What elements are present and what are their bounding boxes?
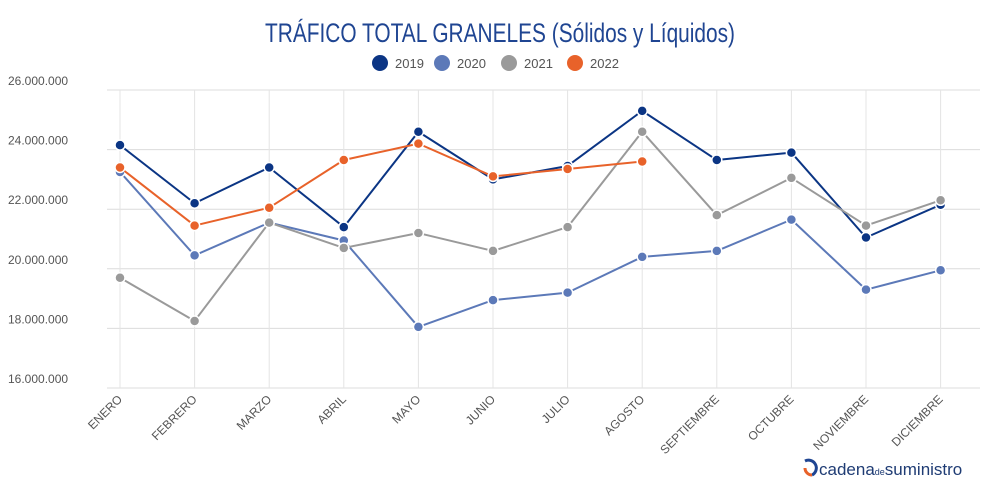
series-line [119,142,643,227]
legend-label: 2022 [590,56,619,71]
data-point [934,264,947,277]
x-tick-label: NOVIEMBRE [810,392,871,453]
y-tick-label: 20.000.000 [8,253,68,267]
x-tick-label: ENERO [85,392,125,432]
data-point [487,294,499,306]
x-tick-label: AGOSTO [601,392,647,438]
y-tick-label: 18.000.000 [8,312,68,326]
data-point [711,245,723,257]
data-point [785,213,798,226]
data-point [636,251,648,263]
data-point [860,283,872,296]
series-2019 [114,105,947,244]
x-tick-label: MARZO [234,392,275,433]
y-tick-label: 16.000.000 [8,372,68,386]
chart-series [114,105,947,333]
data-point [711,209,723,221]
chart-grid [107,89,980,389]
data-point [785,146,798,159]
data-point [114,271,126,284]
data-point [338,221,350,233]
data-point [561,163,574,175]
data-point [263,161,275,174]
data-point [263,216,275,229]
data-point [338,242,350,254]
data-point [412,227,425,239]
y-tick-label: 24.000.000 [8,134,68,148]
legend-marker [372,55,388,71]
data-point [487,170,499,183]
legend-label: 2019 [395,56,424,71]
brand-part-cadena: cadena [819,460,875,479]
data-point [338,154,350,166]
series-2022 [114,137,648,232]
data-point [860,219,872,232]
x-axis: ENERO FEBRERO MARZO ABRIL MAYO JUNIO JULIO AGOS… [85,392,946,457]
brand-part-de: de [875,467,885,477]
x-tick-label: ABRIL [314,392,349,427]
legend-label: 2021 [524,56,553,71]
y-axis: 16.000.000 18.000.000 20.000.000 22.000.000… [8,74,68,386]
cadena-suministro-logo-icon [803,458,818,477]
legend-marker [567,55,583,71]
data-point [263,201,275,214]
data-point [412,125,425,138]
data-point [188,249,201,262]
data-point [636,105,648,117]
legend-marker [434,55,450,71]
y-tick-label: 26.000.000 [8,74,68,88]
data-point [487,245,499,257]
data-point [636,125,648,138]
brand-logo: cadenadesuministro [803,458,962,479]
data-point [785,172,798,184]
data-point [188,315,201,327]
data-point [188,219,201,232]
x-tick-label: SEPTIEMBRE [657,392,722,457]
data-point [636,155,648,168]
series-line [119,130,941,322]
chart-legend: 2019 2020 2021 2022 [372,55,619,71]
x-tick-label: OCTUBRE [745,392,796,443]
data-point [412,321,425,333]
data-point [114,161,126,174]
brand-part-suministro: suministro [885,460,962,479]
series-line [119,171,941,328]
series-2021 [114,125,947,327]
data-point [711,154,723,166]
x-tick-label: FEBRERO [149,392,200,443]
data-point [561,286,574,299]
data-point [188,197,201,209]
y-tick-label: 22.000.000 [8,193,68,207]
data-point [114,139,126,151]
legend-label: 2020 [457,56,486,71]
x-tick-label: JUNIO [463,392,498,427]
chart-title: TRÁFICO TOTAL GRANELES (Sólidos y Líquid… [265,18,735,48]
data-point [412,137,425,150]
series-2020 [114,166,947,333]
data-point [860,231,872,244]
x-tick-label: DICIEMBRE [889,392,946,449]
legend-marker [501,55,517,71]
data-point [561,221,574,233]
x-tick-label: JULIO [539,392,573,426]
brand-name: cadenadesuministro [819,460,962,479]
x-tick-label: MAYO [389,392,423,426]
data-point [934,194,947,207]
series-line [119,109,942,239]
